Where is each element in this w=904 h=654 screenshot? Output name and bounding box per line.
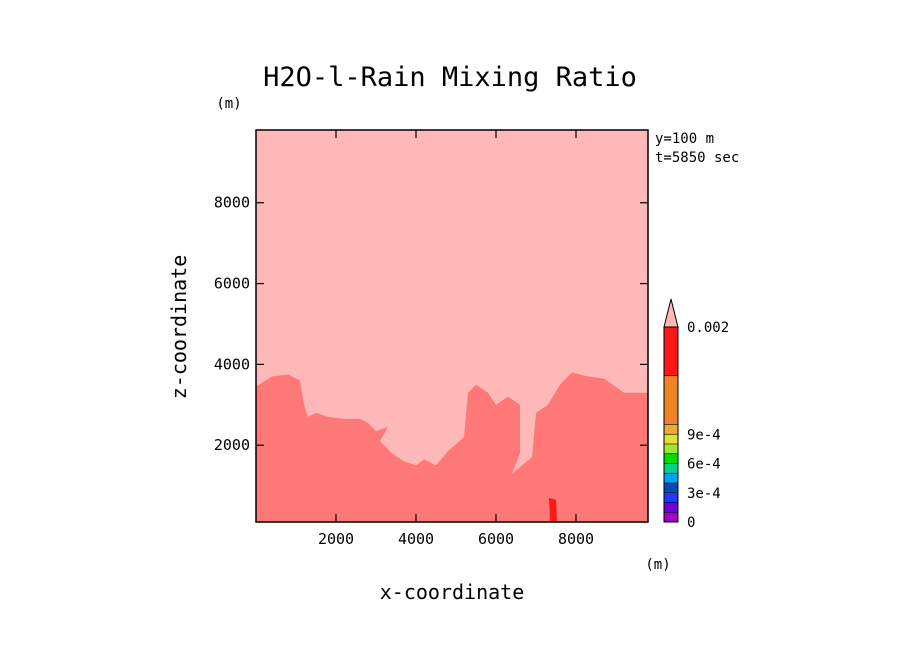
y-unit-label: (m) bbox=[216, 96, 241, 112]
y-tick-label: 8000 bbox=[214, 194, 250, 212]
y-axis: 2000 4000 6000 8000 bbox=[214, 194, 648, 454]
colorbar-extend-arrow bbox=[663, 298, 679, 328]
colorbar-swatch bbox=[664, 327, 678, 376]
colorbar-swatch bbox=[664, 502, 678, 513]
lower-region-fill bbox=[256, 372, 648, 522]
colorbar-swatch bbox=[664, 444, 678, 454]
plot-frame bbox=[255, 129, 649, 523]
x-axis-label: x-coordinate bbox=[380, 580, 525, 604]
colorbar-swatch bbox=[664, 512, 678, 522]
x-tick-label: 4000 bbox=[398, 530, 434, 548]
colorbar-label: 0 bbox=[687, 515, 695, 531]
colorbar-swatch bbox=[664, 483, 678, 493]
y-tick-label: 2000 bbox=[214, 436, 250, 454]
colorbar-swatch bbox=[664, 492, 678, 503]
plot-area bbox=[255, 129, 649, 523]
colorbar-swatch bbox=[664, 434, 678, 444]
annotation-y: y=100 m bbox=[655, 131, 714, 147]
colorbar-label: 3e-4 bbox=[687, 486, 721, 502]
y-axis-label: z-coordinate bbox=[167, 255, 191, 400]
colorbar-swatch bbox=[664, 424, 678, 435]
colorbar-swatch bbox=[664, 453, 678, 464]
colorbar-swatch bbox=[664, 375, 678, 425]
colorbar-swatch bbox=[664, 473, 678, 483]
colorbar-label: 9e-4 bbox=[687, 427, 721, 443]
colorbar-swatch bbox=[664, 463, 678, 474]
y-tick-label: 4000 bbox=[214, 355, 250, 373]
colorbar-label: 0.002 bbox=[687, 320, 729, 336]
colorbar: 0.002 9e-4 6e-4 3e-4 0 bbox=[663, 298, 729, 531]
x-axis: 2000 4000 6000 8000 bbox=[318, 130, 594, 548]
x-unit-label: (m) bbox=[645, 557, 670, 573]
x-tick-label: 2000 bbox=[318, 530, 354, 548]
y-tick-label: 6000 bbox=[214, 275, 250, 293]
x-tick-label: 8000 bbox=[558, 530, 594, 548]
hot-spot-fill bbox=[549, 497, 557, 522]
chart-title: H2O-l-Rain Mixing Ratio bbox=[263, 62, 637, 93]
colorbar-label: 6e-4 bbox=[687, 457, 721, 473]
x-tick-label: 6000 bbox=[478, 530, 514, 548]
annotation-t: t=5850 sec bbox=[655, 150, 739, 166]
